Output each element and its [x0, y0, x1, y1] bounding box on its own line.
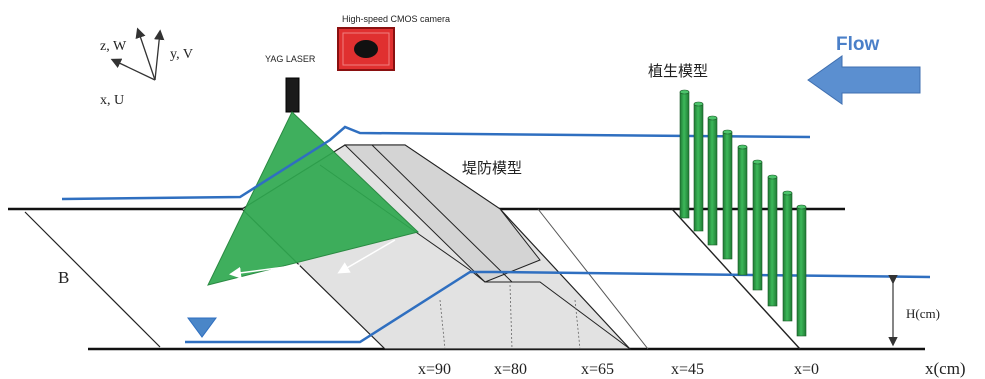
- axis-label-v: y, V: [170, 47, 193, 62]
- height-label: H(cm): [906, 306, 940, 321]
- water-lines: [61, 125, 931, 344]
- vegetation-model: 植生模型: [648, 62, 807, 337]
- coordinate-axes: z, W y, V x, U: [100, 27, 193, 108]
- high-speed-camera: High-speed CMOS camera: [337, 14, 450, 71]
- flow-arrow-icon: [807, 55, 921, 105]
- levee-label: 堤防模型: [462, 159, 522, 177]
- laser-sheet: [207, 111, 420, 286]
- axis-label-w: z, W: [100, 39, 127, 54]
- laser-label: YAG LASER: [265, 54, 316, 64]
- vegetation-post: [707, 115, 718, 246]
- vegetation-post: [679, 89, 690, 219]
- vegetation-post: [767, 174, 778, 307]
- station-label: x=45: [671, 361, 704, 378]
- station-labels: x=90 x=80 x=65 x=45 x=0: [418, 361, 819, 378]
- vegetation-post: [722, 129, 733, 260]
- vegetation-post: [782, 190, 793, 322]
- camera-label: High-speed CMOS camera: [342, 14, 450, 24]
- lower-water-line: [185, 270, 931, 344]
- station-label: x=0: [794, 361, 819, 378]
- vegetation-post: [693, 101, 704, 232]
- laser-body: [285, 77, 300, 113]
- channel-width-line: [24, 211, 161, 348]
- x-axis-label: x(cm): [925, 359, 966, 378]
- height-dimension: H(cm): [888, 274, 940, 347]
- water-level-icon: [187, 317, 217, 338]
- station-label: x=90: [418, 361, 451, 378]
- camera-lens-icon: [354, 40, 378, 58]
- laser-sheet-area: [207, 111, 420, 286]
- vegetation-label: 植生模型: [648, 62, 708, 80]
- station-label: x=80: [494, 361, 527, 378]
- axis-label-u: x, U: [100, 93, 124, 108]
- flow-indicator: Flow: [807, 34, 921, 105]
- laser-flow-arrow-icon: [229, 264, 301, 279]
- width-label: B: [58, 268, 69, 287]
- vegetation-post: [796, 204, 807, 337]
- yag-laser: YAG LASER: [265, 54, 316, 113]
- station-label: x=65: [581, 361, 614, 378]
- flow-label: Flow: [836, 34, 879, 55]
- vegetation-post: [752, 159, 763, 291]
- vegetation-post: [737, 144, 748, 276]
- upper-water-line: [61, 125, 811, 201]
